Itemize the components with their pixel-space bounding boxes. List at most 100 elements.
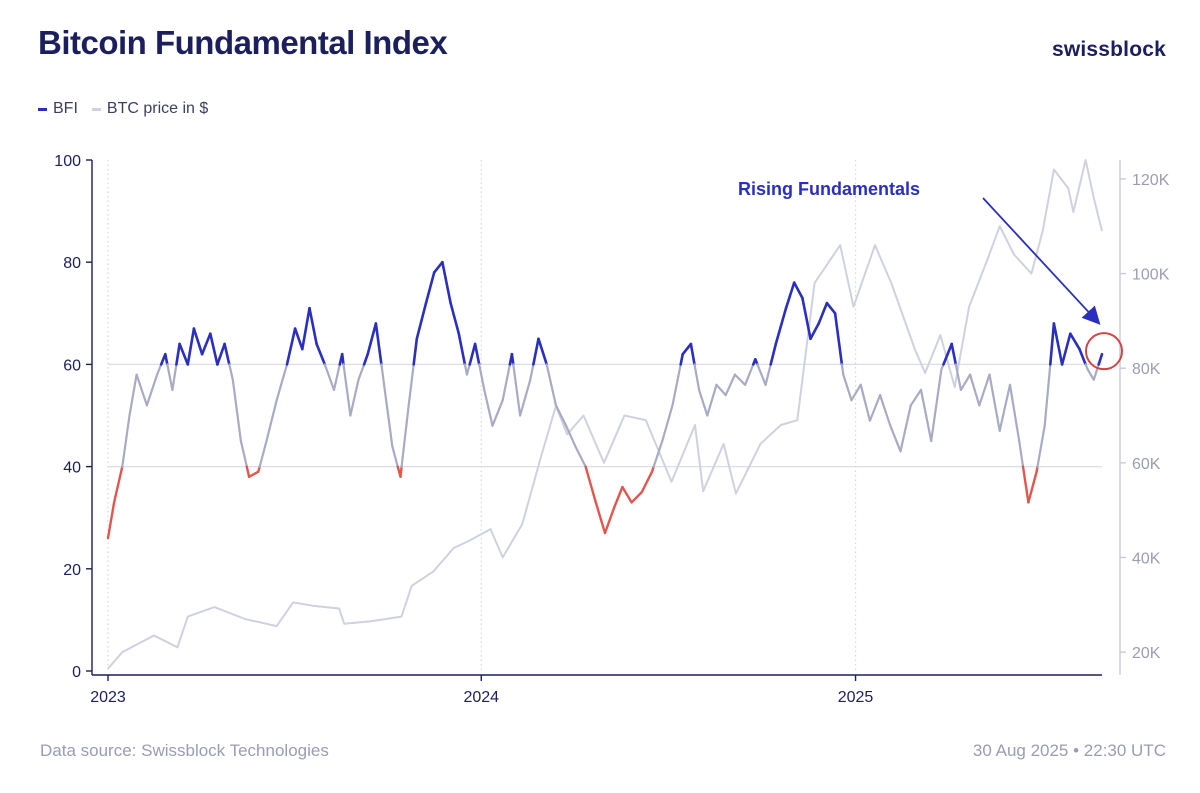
bfi-segment-mid: [1043, 363, 1052, 427]
annotation-rising-fundamentals: Rising Fundamentals: [738, 179, 920, 199]
bfi-segment-hi: [681, 342, 693, 356]
bfi-segment-mid: [693, 363, 701, 391]
bfi-segment-hi: [942, 342, 954, 366]
bfi-segment-mid: [231, 378, 242, 443]
bfi-segment-hi: [441, 260, 452, 305]
bfi-segment-lo: [112, 465, 124, 504]
bfi-segment-hi: [366, 322, 378, 356]
bfi-segment-mid: [145, 373, 159, 407]
bfi-segment-lo: [594, 501, 607, 535]
bfi-segment-mid: [868, 394, 882, 422]
bfi-segment-mid: [128, 373, 138, 417]
bfi-segment-mid: [671, 363, 682, 407]
bfi-segment-hi: [817, 301, 829, 325]
bfi-segment-mid: [889, 424, 902, 453]
bfi-segment-hi: [300, 306, 311, 351]
bfi-segment-mid: [724, 373, 737, 397]
bfi-segment-mid: [407, 363, 415, 407]
grid-layer: [107, 160, 1102, 671]
bfi-segment-mid: [998, 383, 1012, 432]
bfi-segment-hi: [532, 337, 540, 366]
bfi-segment-mid: [239, 439, 248, 468]
x-axis-tick-label: 2024: [463, 689, 499, 706]
bfi-segment-hi: [1060, 332, 1072, 366]
bfi-segment-hi: [175, 342, 181, 366]
bfi-segment-mid: [733, 373, 747, 386]
x-axis-tick-label: 2023: [90, 689, 126, 706]
brand-logo-text: swissblock: [1051, 38, 1166, 61]
left-axis-tick-label: 80: [63, 255, 81, 272]
bfi-segment-hi: [825, 301, 837, 315]
bfi-segment-mid: [545, 363, 558, 407]
bfi-segment-mid: [1092, 363, 1100, 381]
bfi-segment-mid: [357, 363, 366, 381]
bfi-segment-mid: [156, 363, 163, 376]
bfi-segment-mid: [978, 373, 991, 407]
annotation-circle: [1085, 332, 1123, 371]
bfi-segment-hi: [510, 352, 515, 366]
bfi-segment-mid: [919, 388, 933, 443]
bfi-segment-mid: [478, 363, 486, 391]
chart-title: Bitcoin Fundamental Index: [38, 24, 448, 61]
bfi-segment-mid: [930, 368, 943, 443]
bfi-segment-hi: [774, 306, 788, 346]
bfi-segment-mid: [652, 439, 664, 468]
bfi-segment-hi: [415, 301, 428, 341]
bfi-segment-mid: [383, 383, 394, 448]
bfi-segment-lo: [247, 470, 260, 478]
bfi-segment-mid: [501, 363, 511, 402]
bfi-segment-mid: [706, 383, 718, 417]
legend-swatch-btc-price: [91, 107, 101, 111]
bfi-segment-mid: [400, 404, 410, 468]
bfi-segment-hi: [424, 271, 436, 305]
bfi-segment-hi: [200, 332, 212, 356]
bfi-segment-mid: [1086, 368, 1095, 381]
bfi-segment-mid: [135, 373, 148, 407]
bfi-segment-mid: [954, 363, 963, 391]
bfi-segment-hi: [1078, 347, 1087, 366]
bfi-segment-mid: [1036, 424, 1046, 468]
bfi-segment-mid: [491, 399, 504, 427]
bfi-segment-mid: [349, 378, 360, 417]
bfi-segment-mid: [1008, 383, 1021, 443]
bfi-segment-hi: [186, 327, 196, 366]
bfi-segment-mid: [988, 373, 1001, 432]
left-axis-tick-label: 0: [72, 664, 81, 681]
bfi-segment-hi: [209, 332, 219, 366]
legend-item-bfi: BFI: [38, 100, 78, 118]
bfi-segment-mid: [380, 363, 386, 386]
bfi-segment-hi: [473, 342, 481, 366]
right-axis-tick-label: 60K: [1132, 456, 1161, 473]
bfi-segment-mid: [512, 363, 522, 417]
right-axis-tick-label: 40K: [1132, 550, 1161, 567]
bfi-segment-mid: [840, 363, 845, 376]
bfi-segment-mid: [899, 404, 912, 453]
bfi-segment-mid: [121, 414, 131, 468]
bfi-segment-hi: [340, 352, 345, 366]
bfi-segment-mid: [265, 399, 278, 443]
bfi-segment-mid: [909, 388, 923, 407]
bfi-segment-lo: [1027, 470, 1038, 504]
left-axis-tick-label: 100: [54, 153, 81, 170]
bfi-segment-mid: [574, 445, 587, 468]
legend-label-btc-price: BTC price in $: [106, 100, 209, 117]
right-axis-tick-label: 20K: [1132, 645, 1161, 662]
bfi-segment-mid: [959, 373, 972, 391]
legend-item-btc-price: BTC price in $: [91, 100, 209, 118]
bfi-segment-lo: [1021, 465, 1030, 504]
bfi-segment-hi: [468, 342, 477, 366]
legend-swatch-bfi: [38, 107, 47, 111]
bfi-segment-hi: [809, 322, 821, 341]
bfi-chart: 0 20 40 60 80 100 20K 40K 60K 80K 100K 120K 2023 2024…: [54, 153, 1170, 706]
bfi-segment-lo: [399, 465, 403, 478]
bfi-segment-mid: [166, 363, 174, 391]
bfi-segment-mid: [661, 404, 674, 443]
bfi-segment-hi: [792, 281, 804, 300]
bfi-segment-hi: [192, 327, 204, 356]
right-axis-tick-label: 100K: [1132, 267, 1170, 284]
bfi-layer: [106, 260, 1104, 540]
bfi-segment-mid: [564, 424, 577, 448]
bfi-segment-hi: [1097, 352, 1104, 366]
bfi-segment-hi: [833, 312, 844, 366]
bfi-segment-mid: [323, 363, 336, 391]
